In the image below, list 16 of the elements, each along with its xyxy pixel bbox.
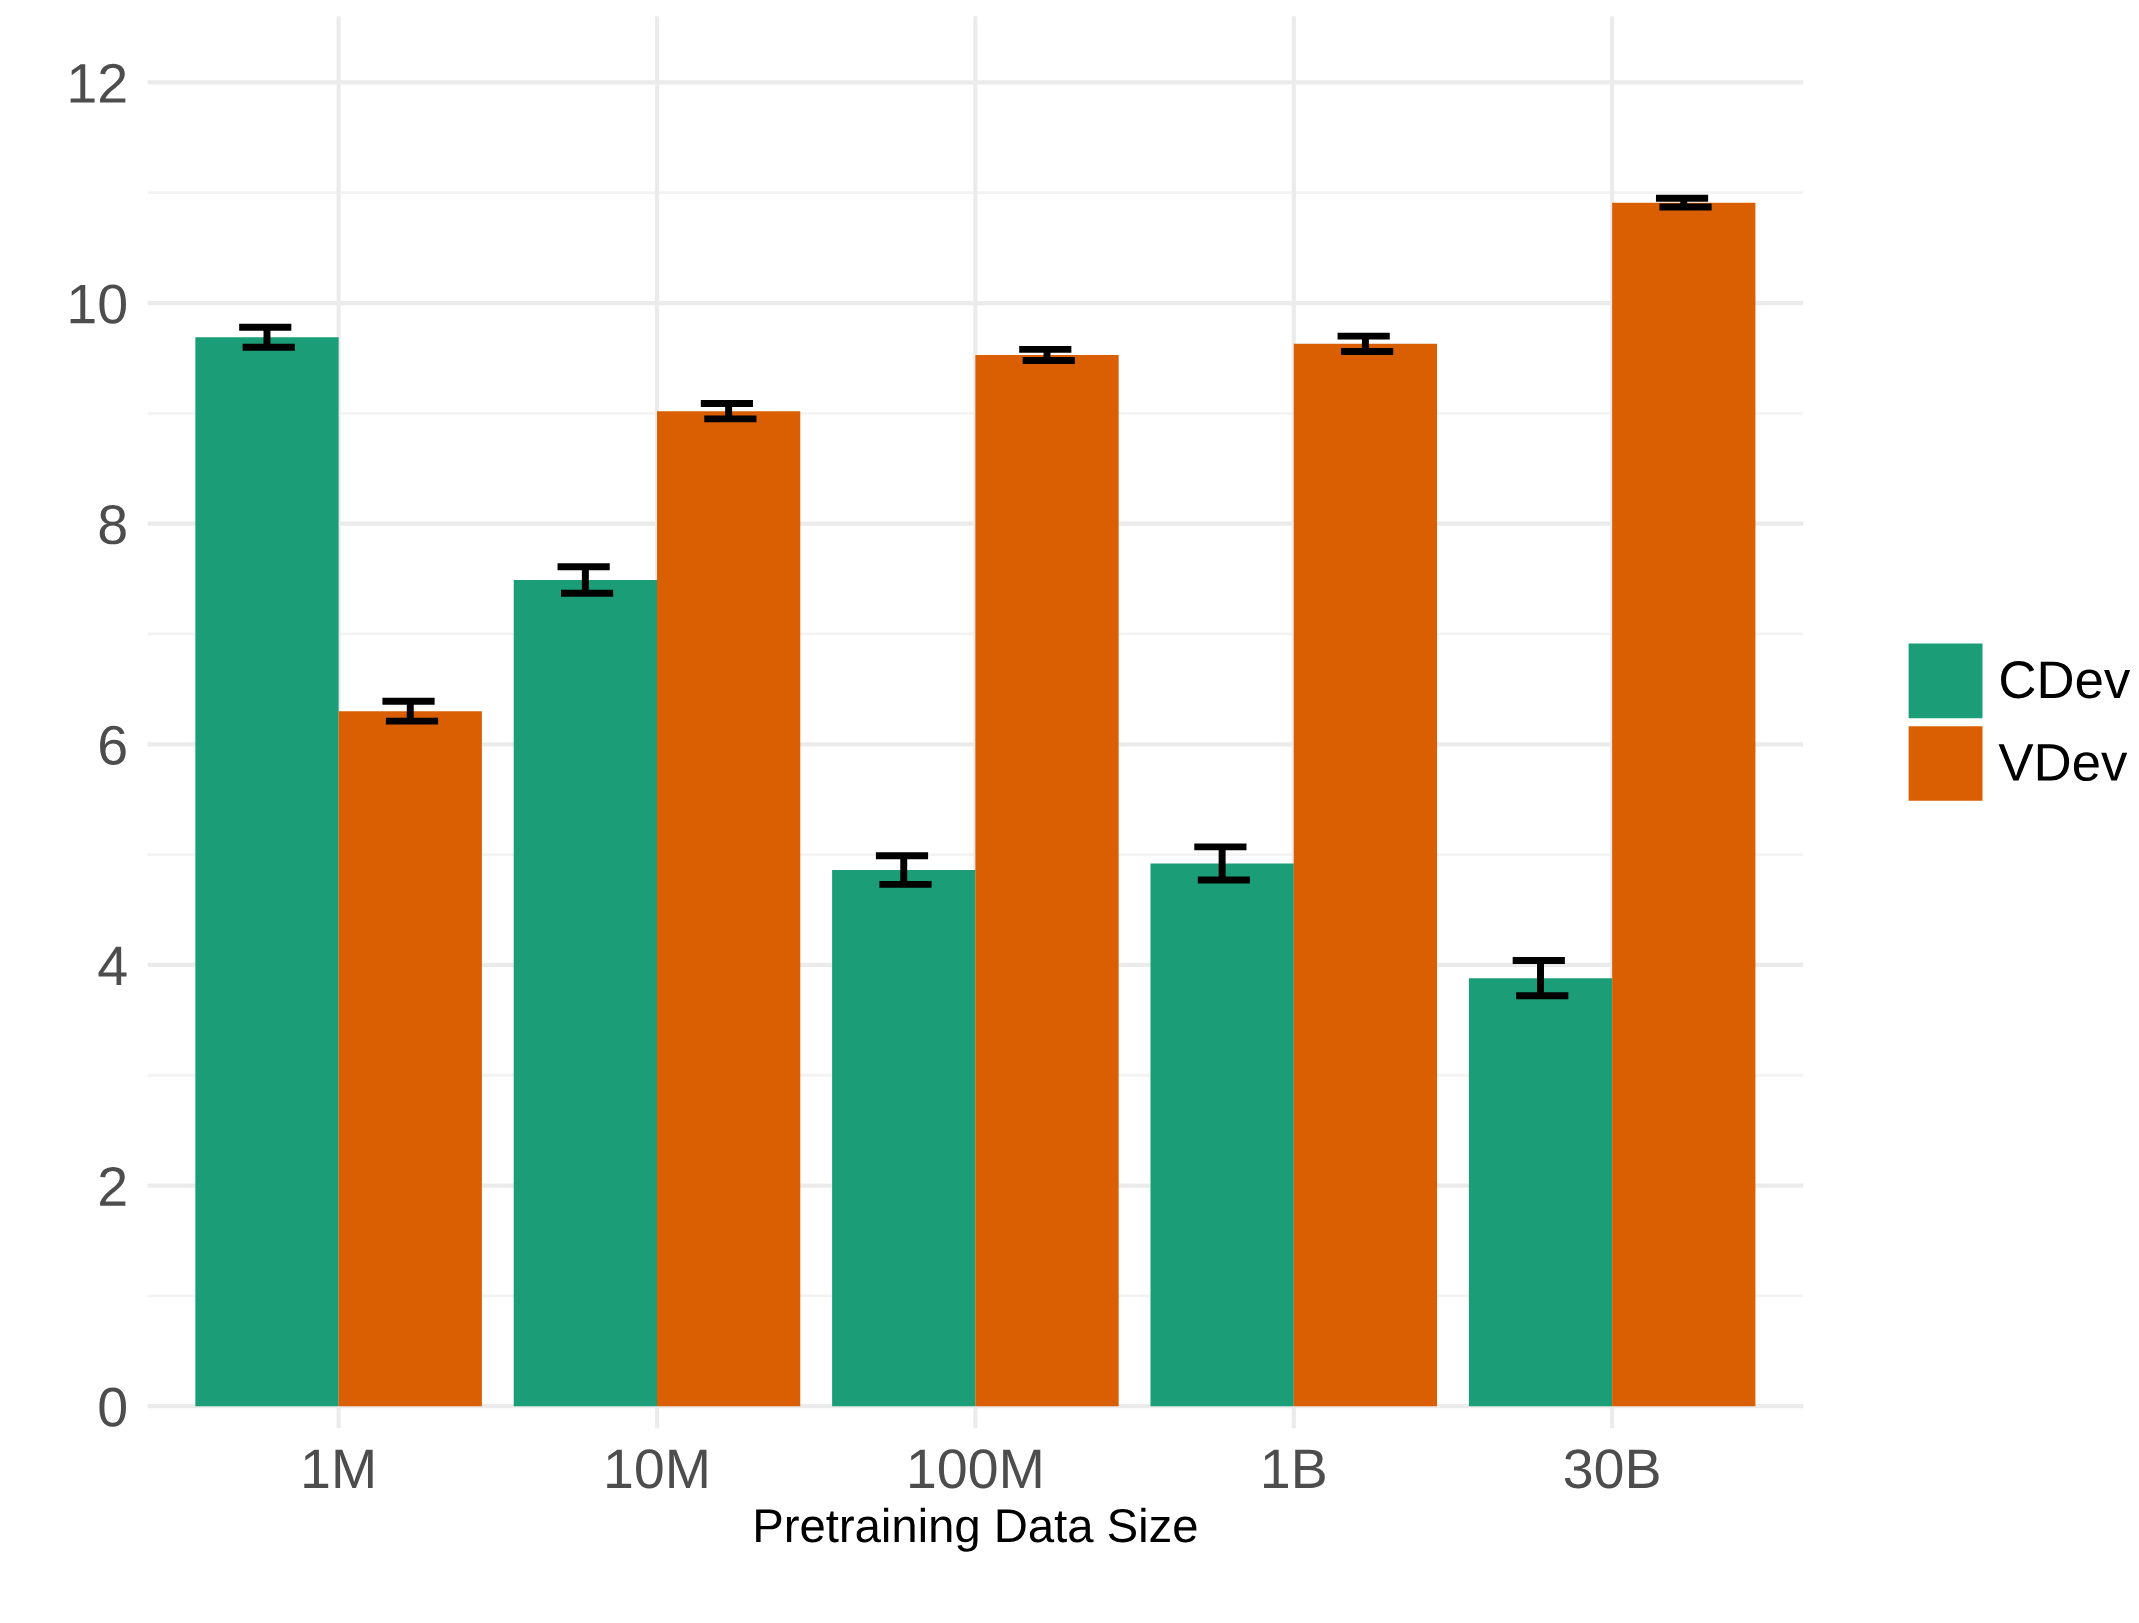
x-tick-label: 1M bbox=[304, 1449, 373, 1488]
legend-label: VDev bbox=[1998, 744, 2128, 782]
x-tick-label: 10M bbox=[607, 1449, 707, 1489]
y-tick-label: 0 bbox=[99, 1387, 126, 1427]
y-tick-label: 6 bbox=[100, 725, 126, 765]
legend-label: CDev bbox=[2001, 661, 2131, 699]
x-axis-title: Pretraining Data Size bbox=[756, 1507, 1197, 1552]
x-tick-label: 30B bbox=[1564, 1449, 1659, 1489]
y-tick-label: 4 bbox=[98, 946, 127, 986]
bar bbox=[1468, 978, 1613, 1407]
x-tick-label: 100M bbox=[910, 1449, 1041, 1489]
x-tick-label: 1B bbox=[1264, 1449, 1325, 1488]
y-tick-label: 2 bbox=[100, 1166, 126, 1206]
y-tick-label: 10 bbox=[70, 284, 126, 324]
y-tick-label: 8 bbox=[99, 505, 126, 545]
y-tick-label: 12 bbox=[70, 63, 126, 103]
